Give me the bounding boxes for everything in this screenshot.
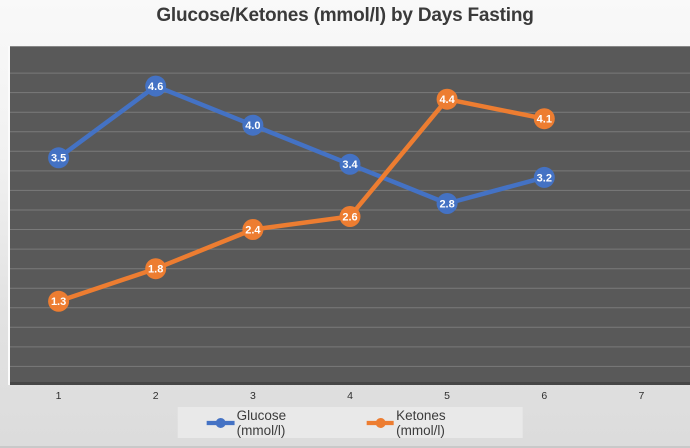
- legend: Glucose (mmol/l) Ketones (mmol/l): [177, 407, 523, 438]
- x-tick-label: 1: [55, 390, 62, 402]
- ketones-data-label: 4.1: [537, 114, 552, 126]
- plot-area: 3.5 4.6 4.0 3.4 2.8 3.2 1.3 1.8 2.4 2.6 4.4 4.1: [10, 46, 690, 385]
- ketones-point: [48, 290, 70, 312]
- ketones-point: [339, 206, 361, 227]
- ketones-line-swatch-icon: [366, 417, 395, 428]
- glucose-point: [145, 75, 167, 97]
- glucose-data-label: 3.2: [537, 172, 552, 184]
- glucose-data-label: 3.4: [342, 159, 358, 171]
- ketones-data-label: 1.3: [51, 296, 66, 308]
- legend-label-glucose: Glucose (mmol/l): [236, 407, 287, 438]
- glucose-line-swatch-icon: [206, 417, 235, 428]
- glucose-point: [339, 153, 361, 175]
- glucose-point: [436, 193, 458, 214]
- legend-label-ketones: Ketones (mmol/l): [396, 407, 446, 438]
- ketones-line: [56, 96, 547, 304]
- legend-item-glucose: Glucose (mmol/l): [206, 408, 335, 438]
- glucose-data-label: 4.0: [245, 120, 260, 132]
- chart-title: Glucose/Ketones (mmol/l) by Days Fasting: [156, 5, 534, 26]
- ketones-data-label: 4.4: [439, 94, 455, 106]
- x-tick-label: 2: [152, 390, 159, 402]
- ketones-data-label: 2.6: [342, 211, 357, 223]
- ketones-point: [242, 219, 264, 240]
- glucose-line: [56, 83, 547, 206]
- glucose-data-label: 2.8: [439, 198, 454, 210]
- x-axis-labels: 1 2 3 4 5 6 7: [10, 390, 690, 404]
- x-tick-label: 7: [638, 390, 645, 402]
- glucose-point: [242, 114, 264, 136]
- ketones-data-label: 2.4: [245, 224, 261, 236]
- ketones-point: [145, 258, 167, 280]
- x-tick-label: 6: [541, 390, 548, 402]
- x-tick-label: 3: [249, 390, 256, 402]
- ketones-data-label: 1.8: [148, 264, 163, 276]
- ketones-point: [533, 108, 555, 130]
- line-chart-svg: 3.5 4.6 4.0 3.4 2.8 3.2 1.3 1.8 2.4 2.6 4.4 4.1: [10, 72, 690, 367]
- ketones-point: [436, 88, 458, 110]
- x-tick-label: 4: [347, 390, 353, 402]
- glucose-point: [533, 166, 555, 188]
- x-tick-label: 5: [444, 390, 451, 402]
- legend-item-ketones: Ketones (mmol/l): [365, 408, 495, 438]
- glucose-data-label: 3.5: [51, 153, 66, 165]
- glucose-point: [48, 147, 70, 169]
- glucose-data-label: 4.6: [148, 81, 163, 93]
